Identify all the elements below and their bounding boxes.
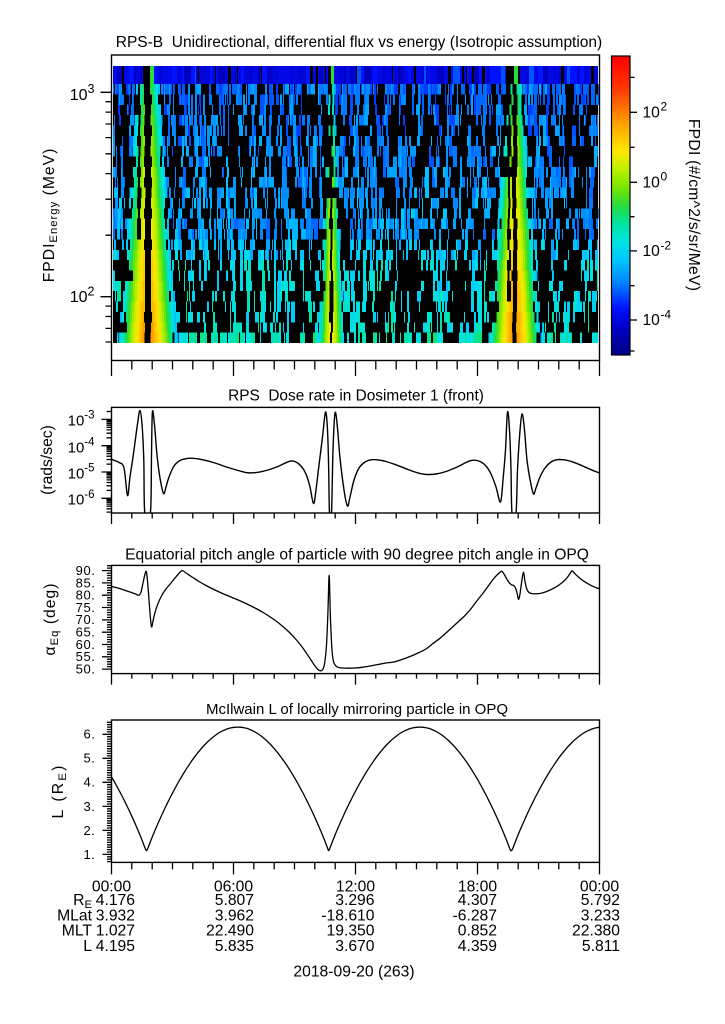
- svg-text:10: 10: [68, 465, 85, 482]
- svg-text:2: 2: [88, 284, 95, 298]
- svg-text:McIlwain L of locally mirrorin: McIlwain L of locally mirroring particle…: [206, 701, 508, 718]
- svg-text:-4: -4: [84, 437, 95, 449]
- svg-text:4.359: 4.359: [458, 938, 497, 955]
- svg-text:5.835: 5.835: [215, 938, 255, 955]
- svg-text:4.307: 4.307: [458, 892, 497, 909]
- svg-text:19.350: 19.350: [327, 923, 375, 940]
- svg-text:85.: 85.: [76, 575, 96, 590]
- svg-text:22.490: 22.490: [206, 923, 254, 940]
- svg-text:3: 3: [88, 82, 95, 96]
- svg-text:5.: 5.: [83, 751, 95, 766]
- svg-text:2: 2: [660, 100, 667, 114]
- svg-text:3.962: 3.962: [215, 907, 254, 924]
- svg-text:10: 10: [68, 439, 85, 456]
- svg-text:10: 10: [643, 312, 661, 329]
- svg-text:RPS Dose rate in Dosimeter 1: RPS Dose rate in Dosimeter 1 (front): [228, 388, 484, 405]
- svg-text:6.: 6.: [83, 727, 95, 742]
- svg-text:70.: 70.: [76, 612, 96, 627]
- svg-text:10: 10: [70, 289, 88, 306]
- svg-text:00:00: 00:00: [92, 878, 132, 895]
- svg-text:-2: -2: [660, 238, 671, 252]
- svg-text:3.670: 3.670: [335, 938, 375, 955]
- svg-text:10: 10: [643, 105, 661, 122]
- svg-text:(rads/sec): (rads/sec): [39, 425, 56, 495]
- svg-text:3.: 3.: [83, 799, 95, 814]
- svg-text:1.027: 1.027: [96, 923, 135, 940]
- svg-text:06:00: 06:00: [214, 878, 254, 895]
- svg-text:10: 10: [68, 492, 85, 509]
- svg-text:12:00: 12:00: [336, 878, 376, 895]
- svg-text:0.852: 0.852: [458, 923, 497, 940]
- svg-text:FPDIEnergy (MeV): FPDIEnergy (MeV): [41, 148, 60, 283]
- svg-text:4.195: 4.195: [96, 938, 136, 955]
- svg-text:10: 10: [643, 175, 661, 192]
- svg-text:3.233: 3.233: [581, 907, 621, 924]
- svg-text:-18.610: -18.610: [321, 907, 374, 924]
- svg-text:4.: 4.: [83, 775, 95, 790]
- svg-text:10: 10: [68, 412, 85, 429]
- svg-text:18:00: 18:00: [458, 878, 498, 895]
- svg-text:RPS-B Unidirectional, differe: RPS-B Unidirectional, differential flux …: [116, 34, 602, 51]
- svg-text:2.: 2.: [83, 823, 95, 838]
- svg-text:-6: -6: [84, 489, 94, 501]
- svg-text:FPDI (#/cm^2/s/sr/MeV): FPDI (#/cm^2/s/sr/MeV): [685, 119, 702, 291]
- svg-text:5.807: 5.807: [215, 892, 254, 909]
- svg-text:60.: 60.: [76, 637, 96, 652]
- svg-text:L: L: [83, 938, 92, 955]
- svg-text:22.380: 22.380: [572, 923, 620, 940]
- svg-text:3.932: 3.932: [96, 907, 135, 924]
- svg-text:-3: -3: [84, 410, 94, 422]
- svg-text:0: 0: [660, 170, 667, 184]
- svg-text:55.: 55.: [76, 649, 96, 664]
- svg-text:10: 10: [70, 87, 88, 104]
- svg-text:-6.287: -6.287: [453, 907, 497, 924]
- svg-text:MLat: MLat: [57, 907, 93, 924]
- svg-text:75.: 75.: [76, 600, 96, 615]
- svg-text:-4: -4: [660, 307, 671, 321]
- svg-text:-5: -5: [84, 463, 94, 475]
- svg-text:1.: 1.: [83, 847, 95, 862]
- svg-text:90.: 90.: [76, 563, 96, 578]
- svg-text:65.: 65.: [76, 625, 96, 640]
- svg-text:10: 10: [643, 243, 661, 260]
- svg-text:5.811: 5.811: [582, 938, 620, 955]
- svg-text:Equatorial pitch angle of part: Equatorial pitch angle of particle with …: [125, 547, 589, 564]
- svg-text:3.296: 3.296: [335, 892, 375, 909]
- svg-text:L (RE): L (RE): [50, 763, 69, 818]
- svg-text:50.: 50.: [76, 662, 96, 677]
- svg-text:80.: 80.: [76, 588, 96, 603]
- svg-text:MLT: MLT: [62, 923, 93, 940]
- svg-text:2018-09-20 (263): 2018-09-20 (263): [293, 964, 414, 981]
- svg-text:5.792: 5.792: [581, 892, 620, 909]
- svg-text:00:00: 00:00: [580, 878, 620, 895]
- svg-text:4.176: 4.176: [96, 892, 136, 909]
